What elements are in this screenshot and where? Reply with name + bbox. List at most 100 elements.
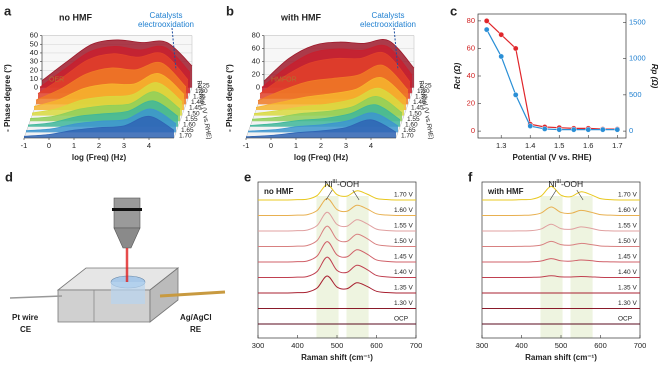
x-tick-label: 300	[476, 341, 489, 350]
electrolyte-body	[111, 282, 145, 304]
potential-label: 1.45 V	[394, 254, 413, 261]
phase-line	[39, 45, 191, 88]
x-tick-label: -1	[21, 141, 28, 150]
phase-line	[33, 73, 185, 107]
potential-label: 1.30	[195, 88, 208, 95]
x-tick-label: 4	[147, 141, 151, 150]
ce-label: Pt wire	[12, 313, 39, 322]
re-label: Ag/AgCl	[180, 313, 212, 322]
y-tick-label: 30	[30, 57, 38, 66]
spectrum	[482, 206, 640, 217]
y-axis-label: Rct (Ω)	[453, 62, 462, 89]
process-label: electrooxidation	[360, 20, 416, 29]
potential-label: 1.65	[403, 127, 416, 134]
peak-label-rest: -OOH	[337, 179, 359, 189]
potential-label: 1.40 V	[394, 269, 413, 276]
peak-band	[346, 196, 369, 338]
spectrum	[258, 241, 416, 263]
x-axis-label: Raman shift (cm⁻¹)	[301, 353, 373, 362]
panel-label: c	[450, 3, 457, 18]
phase-line	[261, 44, 413, 88]
panel-label: b	[226, 3, 234, 18]
point	[512, 45, 519, 52]
series-line	[486, 29, 618, 131]
potential-label: OCP	[618, 316, 632, 323]
potential-label: 1.60 V	[618, 207, 637, 214]
potential-label: 1.70	[401, 133, 414, 140]
potential-label: 1.50 V	[394, 238, 413, 245]
phase-line	[25, 108, 177, 132]
spectrum	[258, 211, 416, 232]
phase-line	[247, 112, 399, 132]
point	[556, 126, 563, 133]
panel-label: a	[4, 3, 12, 18]
ce-label: CE	[20, 325, 32, 334]
y-tick-label: 0	[34, 83, 38, 92]
spectrum	[482, 275, 640, 279]
potential-label: 1.70 V	[618, 192, 637, 199]
x-tick-label: 0	[47, 141, 51, 150]
point	[512, 92, 519, 98]
y-tick-label: 0	[471, 126, 475, 135]
x-axis-label: Raman shift (cm⁻¹)	[525, 353, 597, 362]
y-tick-label: 0	[256, 83, 260, 92]
phase-line	[41, 39, 193, 81]
x-tick-label: 700	[634, 341, 647, 350]
spectrum	[258, 256, 416, 279]
point	[570, 126, 577, 133]
y2-tick-label: 500	[629, 90, 642, 99]
x-tick-label: 600	[370, 341, 383, 350]
reference-electrode	[159, 290, 226, 298]
x-tick-label: 700	[410, 341, 423, 350]
x-tick-label: 1	[72, 141, 76, 150]
x-tick-label: 400	[515, 341, 528, 350]
potential-label: 1.70	[179, 133, 192, 140]
y-tick-label: 20	[30, 65, 38, 74]
process-label: Catalysts	[372, 11, 405, 20]
y-tick-label: 40	[467, 71, 475, 80]
peak-label-rest: -OOH	[561, 179, 583, 189]
point	[483, 18, 490, 24]
potential-label: 1.35 V	[618, 285, 637, 292]
x-tick-label: 3	[122, 141, 126, 150]
y-tick-label: 50	[30, 39, 38, 48]
x-tick-label: 1	[294, 141, 298, 150]
phase-line	[27, 100, 179, 126]
y-tick-label: 40	[252, 57, 260, 66]
pt-wire	[9, 295, 63, 299]
y2-tick-label: 0	[629, 126, 633, 135]
x-tick-label: 1.3	[496, 141, 506, 150]
point	[498, 31, 505, 38]
x-tick-label: 2	[319, 141, 323, 150]
peak-arrow	[576, 189, 584, 201]
point	[527, 123, 534, 129]
peak-arrow	[549, 189, 557, 201]
potential-label: 1.60	[183, 122, 196, 129]
phase-line	[31, 82, 183, 114]
spectrum	[257, 225, 416, 248]
x-tick-label: 3	[344, 141, 348, 150]
potential-label: 1.35	[193, 94, 206, 101]
peak-label-base: Ni	[548, 179, 556, 189]
peak-band	[540, 196, 563, 338]
sample-label: with HMF	[280, 12, 321, 22]
phase-line	[253, 87, 405, 115]
y-tick-label: 10	[30, 74, 38, 83]
point	[498, 53, 505, 60]
series-line	[486, 20, 618, 130]
potential-label: 1.40 V	[618, 269, 637, 276]
phase-line	[259, 51, 411, 94]
x-tick-label: 500	[331, 341, 344, 350]
panel-label: f	[468, 169, 473, 184]
x-tick-label: 2	[97, 141, 101, 150]
y2-tick-label: 1000	[629, 54, 646, 63]
y-axis-label: - Phase degree (°)	[225, 64, 234, 132]
potential-label: OCP	[394, 316, 408, 323]
y-tick-label: 60	[30, 31, 38, 40]
re-label: RE	[190, 325, 202, 334]
y-tick-label: 20	[467, 99, 475, 108]
objective-tip	[113, 227, 141, 249]
potential-label: 1.55 V	[618, 223, 637, 230]
sample-label: no HMF	[264, 187, 293, 196]
peak-label-sup: III	[556, 179, 561, 185]
